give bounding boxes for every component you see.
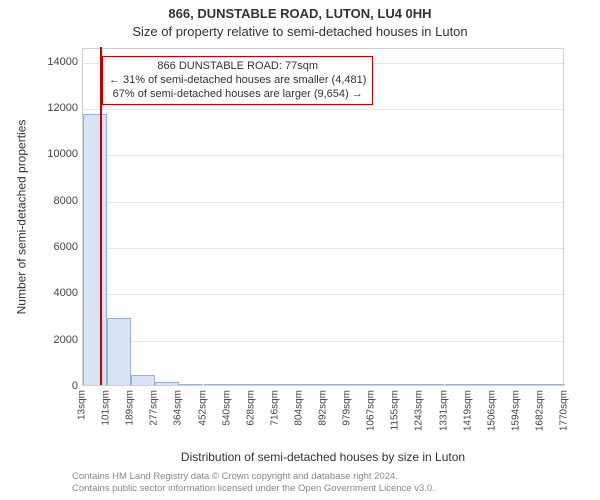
histogram-bar xyxy=(107,318,131,385)
histogram-bar xyxy=(396,384,420,385)
y-tick-label: 14000 xyxy=(28,56,78,68)
y-axis-label: Number of semi-detached properties xyxy=(14,48,28,386)
histogram-bar xyxy=(252,384,276,385)
x-tick-label: 1770sqm xyxy=(559,390,570,431)
info-box: 866 DUNSTABLE ROAD: 77sqm ← 31% of semi-… xyxy=(102,56,373,105)
gridline xyxy=(83,248,563,249)
histogram-bar xyxy=(469,384,493,385)
histogram-bar xyxy=(300,384,324,385)
chart-container: { "title": "866, DUNSTABLE ROAD, LUTON, … xyxy=(0,0,600,500)
histogram-bar xyxy=(276,384,300,385)
y-tick-label: 2000 xyxy=(28,334,78,346)
x-tick-label: 1067sqm xyxy=(366,390,377,431)
x-tick-label: 1682sqm xyxy=(534,390,545,431)
y-tick-label: 12000 xyxy=(28,102,78,114)
gridline xyxy=(83,202,563,203)
footer-line-2: Contains public sector information licen… xyxy=(72,483,435,494)
y-tick-label: 6000 xyxy=(28,241,78,253)
x-tick-label: 540sqm xyxy=(221,390,232,426)
y-tick-label: 8000 xyxy=(28,195,78,207)
x-tick-label: 13sqm xyxy=(77,390,88,420)
chart-title: 866, DUNSTABLE ROAD, LUTON, LU4 0HH xyxy=(0,6,600,21)
histogram-bar xyxy=(155,382,179,385)
x-tick-label: 1155sqm xyxy=(390,390,401,430)
x-tick-label: 189sqm xyxy=(125,390,136,426)
x-tick-label: 628sqm xyxy=(245,390,256,426)
info-box-title: 866 DUNSTABLE ROAD: 77sqm xyxy=(109,60,366,74)
y-tick-label: 4000 xyxy=(28,287,78,299)
x-tick-label: 1506sqm xyxy=(486,390,497,431)
x-tick-label: 101sqm xyxy=(101,390,112,426)
histogram-bar xyxy=(204,384,228,385)
x-tick-label: 716sqm xyxy=(269,390,280,426)
x-tick-label: 277sqm xyxy=(149,390,160,426)
x-tick-label: 1331sqm xyxy=(438,390,449,431)
x-tick-label: 1594sqm xyxy=(510,390,521,431)
gridline xyxy=(83,155,563,156)
x-tick-label: 1243sqm xyxy=(414,390,425,431)
histogram-bar xyxy=(83,114,107,385)
chart-subtitle: Size of property relative to semi-detach… xyxy=(0,24,600,39)
histogram-bar xyxy=(541,384,565,385)
histogram-bar xyxy=(517,384,541,385)
histogram-bar xyxy=(493,384,517,385)
y-axis-label-text: Number of semi-detached properties xyxy=(14,120,28,315)
y-tick-label: 10000 xyxy=(28,148,78,160)
x-tick-label: 452sqm xyxy=(197,390,208,426)
histogram-bar xyxy=(131,375,155,385)
x-axis-label: Distribution of semi-detached houses by … xyxy=(82,450,564,464)
info-box-line-larger: 67% of semi-detached houses are larger (… xyxy=(109,88,366,102)
gridline xyxy=(83,341,563,342)
histogram-bar xyxy=(228,384,252,385)
histogram-bar xyxy=(445,384,469,385)
x-tick-label: 979sqm xyxy=(342,390,353,426)
x-tick-label: 1419sqm xyxy=(462,390,473,431)
gridline xyxy=(83,109,563,110)
histogram-bar xyxy=(372,384,396,385)
x-tick-label: 804sqm xyxy=(293,390,304,426)
y-tick-label: 0 xyxy=(28,380,78,392)
histogram-bar xyxy=(179,384,203,385)
x-tick-label: 892sqm xyxy=(318,390,329,426)
footer-attribution: Contains HM Land Registry data © Crown c… xyxy=(72,471,435,494)
histogram-bar xyxy=(420,384,444,385)
histogram-bar xyxy=(324,384,348,385)
histogram-bar xyxy=(348,384,372,385)
gridline xyxy=(83,294,563,295)
footer-line-1: Contains HM Land Registry data © Crown c… xyxy=(72,471,435,482)
info-box-line-smaller: ← 31% of semi-detached houses are smalle… xyxy=(109,74,366,88)
x-tick-label: 364sqm xyxy=(173,390,184,426)
